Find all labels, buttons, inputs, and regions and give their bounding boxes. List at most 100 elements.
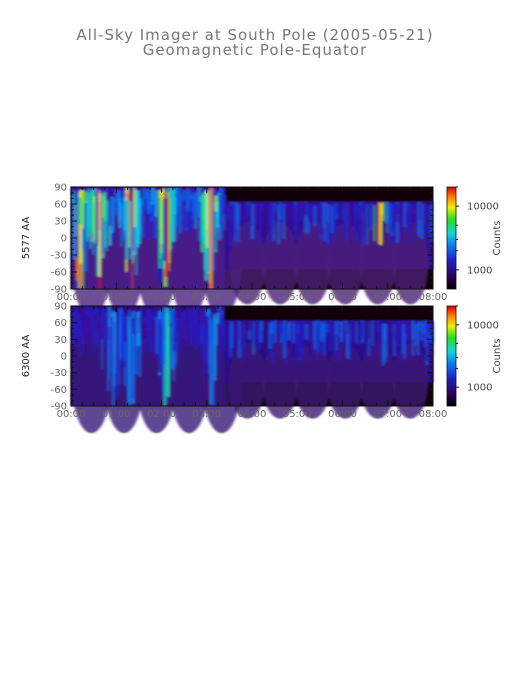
heatmap-streak [408, 203, 411, 244]
heatmap-streak [273, 320, 277, 344]
heatmap-streak [410, 203, 413, 228]
heatmap-streak [305, 202, 308, 216]
heatmap-streak [177, 322, 180, 353]
heatmap-streak [243, 322, 245, 349]
heatmap-streak [305, 323, 308, 340]
heatmap-streak [203, 321, 207, 361]
x-tick-label: 02:00 [147, 292, 176, 303]
heatmap-streak [78, 197, 82, 225]
heatmap-streak [214, 198, 217, 253]
heatmap-streak [279, 323, 281, 356]
heatmap-streak [74, 310, 77, 333]
heatmap-streak [354, 202, 357, 237]
heatmap-streak [192, 196, 195, 213]
heatmap-streak [234, 201, 237, 241]
x-tick-label: 07:00 [373, 292, 402, 303]
heatmap-streak [303, 201, 306, 215]
heatmap-streak [230, 204, 233, 222]
heatmap-streak [406, 201, 409, 234]
heatmap-streak [351, 320, 353, 349]
y-tick-label: -60 [51, 385, 67, 396]
heatmap-streak [178, 309, 182, 323]
heatmap-streak [100, 191, 103, 253]
y-axis-label: 6300 AA [21, 335, 32, 378]
x-tick-label: 03:00 [192, 409, 221, 420]
heatmap-streak [379, 203, 382, 245]
heatmap-streak [189, 199, 193, 228]
heatmap-streak [164, 308, 167, 404]
heatmap-streak [298, 320, 300, 352]
heatmap-streak [347, 320, 349, 334]
heatmap-streak [287, 323, 290, 340]
heatmap-streak [268, 202, 270, 234]
y-tick-label: 30 [54, 335, 67, 346]
y-tick-label: 90 [54, 183, 67, 194]
heatmap-streak [169, 187, 172, 250]
heatmap-streak [278, 321, 281, 335]
colorbar-tick-label: 10000 [467, 320, 499, 331]
heatmap-streak [135, 190, 140, 213]
heatmap-streak [95, 313, 99, 332]
heatmap-streak [306, 205, 310, 234]
heatmap-streak [424, 203, 426, 216]
heatmap-streak [187, 308, 189, 341]
heatmap-streak [336, 320, 339, 361]
x-tick-label: 05:00 [283, 409, 312, 420]
heatmap-dome [359, 343, 396, 419]
heatmap-streak [107, 308, 110, 392]
heatmap-streak [414, 324, 418, 346]
heatmap-streak [89, 193, 92, 249]
heatmap-streak [386, 201, 389, 233]
x-tick-label: 05:00 [283, 292, 312, 303]
heatmap-streak [118, 320, 120, 385]
heatmap-streak [291, 322, 295, 344]
heatmap-streak [193, 195, 197, 220]
heatmap-streak [73, 190, 75, 260]
heatmap-streak [168, 313, 171, 368]
heatmap-dome [261, 343, 299, 419]
heatmap-streak [355, 320, 358, 344]
heatmap-streak [366, 204, 369, 245]
heatmap-streak [212, 201, 215, 272]
heatmap-streak [186, 313, 188, 326]
chart-title: All-Sky Imager at South Pole (2005-05-21… [76, 26, 434, 44]
heatmap-streak [429, 205, 431, 245]
heatmap-streak [419, 203, 422, 221]
heatmap-streak [218, 310, 221, 361]
heatmap-streak [132, 311, 135, 400]
heatmap-streak [340, 321, 343, 342]
x-tick-label: 01:00 [102, 409, 131, 420]
x-tick-label: 08:00 [419, 409, 448, 420]
heatmap-streak [365, 321, 367, 354]
heatmap-streak [407, 320, 410, 340]
heatmap-streak [79, 319, 82, 355]
x-tick-label: 07:00 [373, 409, 402, 420]
heatmap-streak [370, 203, 373, 231]
heatmap-streak [72, 321, 76, 345]
heatmap-dome [294, 343, 331, 419]
heatmap-streak [300, 201, 302, 222]
heatmap-streak [105, 187, 108, 200]
heatmap-streak [230, 322, 232, 357]
heatmap-streak [80, 309, 84, 330]
y-tick-label: -90 [51, 285, 67, 296]
heatmap-streak [336, 202, 339, 216]
heatmap-streak [99, 321, 102, 333]
heatmap-streak [200, 319, 203, 354]
heatmap-streak [167, 310, 171, 323]
heatmap-streak [145, 199, 148, 240]
heatmap-streak [389, 204, 391, 235]
heatmap-streak [122, 321, 126, 368]
heatmap-streak [138, 317, 141, 377]
heatmap-streak [360, 205, 362, 236]
heatmap-streak [126, 322, 128, 389]
heatmap-streak [321, 322, 324, 338]
heatmap-streak [272, 323, 275, 364]
heatmap-streak [420, 320, 423, 341]
heatmap-streak [292, 201, 295, 221]
heatmap-streak [382, 324, 385, 366]
heatmap-streak [318, 203, 320, 238]
heatmap-streak [134, 316, 138, 375]
heatmap-streak [296, 201, 298, 240]
heatmap-streak [259, 320, 263, 343]
